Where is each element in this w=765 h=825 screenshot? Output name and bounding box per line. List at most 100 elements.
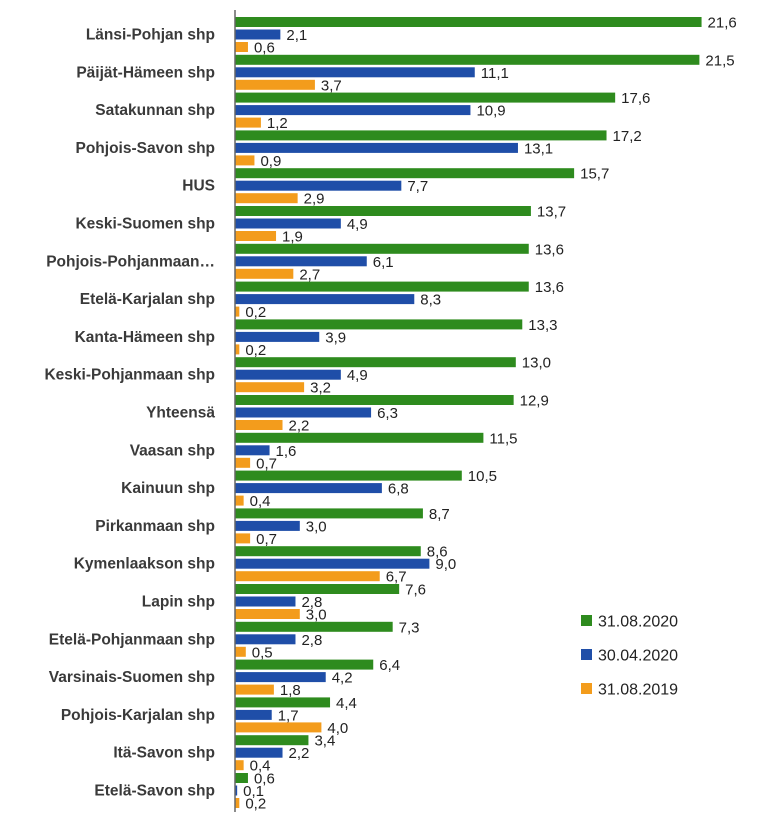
data-label: 6,3: [377, 405, 398, 422]
bar: [235, 54, 700, 65]
category-label: Kainuun shp: [121, 480, 215, 497]
bar: [235, 231, 277, 241]
data-label: 4,9: [347, 367, 368, 384]
data-label: 0,6: [254, 40, 275, 57]
data-label: 12,9: [520, 393, 549, 410]
bar: [235, 243, 529, 254]
data-label: 1,9: [282, 229, 303, 246]
data-label: 6,8: [388, 481, 409, 498]
data-label: 4,4: [336, 695, 357, 712]
data-label: 1,8: [280, 682, 301, 699]
bar: [235, 281, 529, 292]
data-label: 8,3: [420, 292, 441, 309]
data-label: 0,7: [256, 455, 277, 472]
data-label: 2,8: [301, 632, 322, 649]
legend-swatch: [581, 649, 592, 660]
bar: [235, 697, 331, 708]
bar: [235, 558, 430, 569]
data-label: 17,2: [613, 128, 642, 145]
bar: [235, 609, 300, 619]
bar: [235, 180, 402, 191]
bar: [235, 470, 462, 481]
legend-label: 31.08.2020: [598, 614, 678, 631]
bar: [235, 42, 248, 52]
legend-label: 30.04.2020: [598, 648, 678, 665]
data-label: 3,2: [310, 380, 331, 397]
data-label: 10,9: [476, 103, 505, 120]
data-label: 13,7: [537, 204, 566, 221]
data-label: 0,1: [243, 783, 264, 800]
bar: [235, 294, 415, 305]
bar: [235, 684, 274, 695]
bar: [235, 306, 240, 317]
bar: [235, 92, 616, 103]
bar: [235, 445, 270, 456]
data-label: 0,4: [250, 493, 271, 510]
legend-swatch: [581, 615, 592, 626]
bar: [235, 571, 380, 582]
bar: [235, 193, 298, 204]
bar: [235, 747, 283, 758]
bar: [235, 672, 326, 683]
data-label: 7,6: [405, 582, 426, 599]
bar: [235, 634, 296, 645]
category-label: Kanta-Hämeen shp: [75, 329, 215, 346]
data-label: 0,6: [254, 771, 275, 788]
bar: [235, 206, 531, 216]
bar: [235, 29, 281, 40]
data-label: 15,7: [580, 166, 609, 183]
bar: [235, 218, 341, 229]
data-label: 13,1: [524, 140, 553, 157]
bar: [235, 735, 309, 746]
category-label: Yhteensä: [146, 405, 215, 422]
bar: [235, 17, 702, 27]
bar: [235, 533, 251, 544]
bar: [235, 155, 255, 166]
category-label: Länsi-Pohjan shp: [86, 27, 215, 44]
data-label: 6,7: [386, 569, 407, 586]
bar: [235, 331, 320, 342]
category-label: Varsinais-Suomen shp: [49, 669, 215, 686]
category-label: Päijät-Hämeen shp: [76, 64, 215, 81]
bar: [235, 369, 341, 380]
bar: [235, 395, 514, 405]
category-label: Pohjois-Karjalan shp: [61, 707, 215, 724]
data-label: 0,5: [252, 644, 273, 661]
data-label: 3,0: [306, 607, 327, 624]
bar: [235, 67, 475, 78]
legend-label: 31.08.2019: [598, 682, 678, 699]
data-label: 10,5: [468, 468, 497, 485]
bar: [235, 495, 244, 506]
bar: [235, 520, 300, 531]
data-label: 4,9: [347, 216, 368, 233]
data-label: 11,1: [481, 65, 509, 82]
data-label: 2,1: [286, 27, 307, 44]
data-label: 2,2: [289, 745, 310, 762]
bar: [235, 319, 523, 330]
data-label: 1,2: [267, 115, 288, 132]
legend-swatch: [581, 683, 592, 694]
data-label: 2,8: [301, 594, 322, 611]
bar: [235, 773, 248, 783]
bar: [235, 709, 272, 720]
data-label: 3,0: [306, 518, 327, 535]
category-label: HUS: [182, 178, 215, 195]
data-label: 6,4: [379, 657, 400, 674]
bar: [235, 357, 516, 368]
bar: [235, 621, 393, 632]
category-label: Pohjois-Pohjanmaan…: [46, 253, 215, 270]
bar: [235, 168, 575, 179]
category-labels: Länsi-Pohjan shp Päijät-Hämeen shp Satakun…: [44, 27, 215, 800]
data-label: 0,2: [245, 342, 266, 359]
bar: [235, 142, 518, 153]
data-label: 1,7: [278, 707, 299, 724]
data-label: 3,9: [325, 329, 346, 346]
category-label: Pirkanmaan shp: [95, 518, 215, 535]
data-label: 11,5: [489, 430, 517, 447]
category-label: Pohjois-Savon shp: [75, 140, 215, 157]
bar: [235, 117, 261, 128]
bar: [235, 646, 246, 657]
bar: [235, 785, 238, 796]
data-label: 9,0: [435, 556, 456, 573]
data-label: 17,6: [621, 90, 650, 107]
